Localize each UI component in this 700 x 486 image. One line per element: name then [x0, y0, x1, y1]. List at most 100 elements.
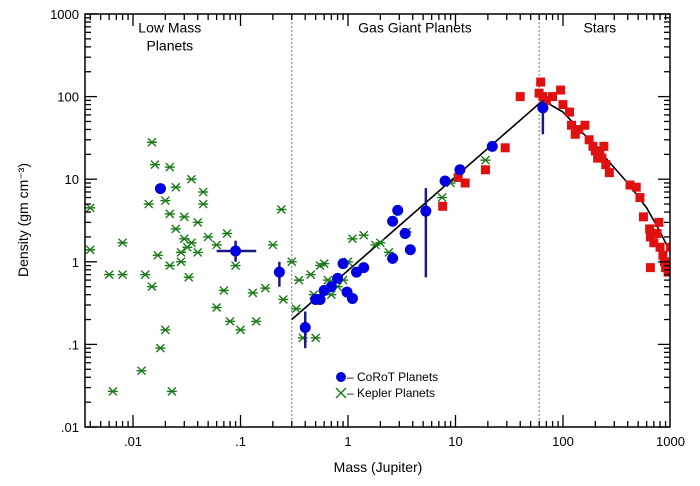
- kepler-point: [149, 160, 160, 170]
- legend-kepler-label: – Kepler Planets: [347, 386, 435, 400]
- plot-frame: [84, 13, 671, 428]
- kepler-point: [293, 275, 304, 285]
- kepler-point: [85, 203, 96, 213]
- x-tick-label: .01: [124, 434, 142, 449]
- region-label: Planets: [146, 37, 193, 53]
- kepler-point: [104, 270, 115, 280]
- corot-point: [332, 272, 344, 284]
- star-point: [601, 160, 611, 170]
- kepler-point: [170, 182, 181, 192]
- kepler-point: [176, 247, 187, 257]
- kepler-point: [230, 261, 241, 271]
- x-tick-label: 100: [552, 434, 574, 449]
- corot-point: [230, 245, 242, 257]
- legend-corot-label: – CoRoT Planets: [347, 370, 438, 384]
- kepler-point: [164, 162, 175, 172]
- kepler-point: [319, 259, 330, 269]
- corot-point: [387, 252, 399, 264]
- kepler-point: [179, 212, 190, 222]
- star-point: [625, 180, 635, 190]
- kepler-point: [155, 343, 166, 353]
- kepler-point: [160, 325, 171, 335]
- star-point: [515, 92, 525, 102]
- star-point: [536, 77, 546, 87]
- y-tick-label: 1: [72, 255, 79, 270]
- kepler-point: [146, 137, 157, 147]
- x-axis-title: Mass (Jupiter): [334, 459, 423, 475]
- x-tick-label: .1: [235, 434, 246, 449]
- star-point: [558, 100, 568, 110]
- corot-point: [404, 244, 416, 256]
- star-point: [460, 178, 470, 188]
- kepler-point: [117, 238, 128, 248]
- star-point: [556, 85, 566, 95]
- legend: – CoRoT Planets – Kepler Planets: [335, 370, 438, 400]
- star-point: [654, 217, 664, 227]
- kepler-point: [186, 238, 197, 248]
- star-point: [580, 120, 590, 130]
- kepler-point: [437, 193, 448, 203]
- kepler-point: [225, 316, 236, 326]
- corot-point: [273, 266, 285, 278]
- kepler-point: [160, 196, 171, 206]
- kepler-point: [143, 199, 154, 209]
- kepler-point: [176, 257, 187, 267]
- corot-point: [537, 102, 549, 114]
- kepler-point: [198, 187, 209, 197]
- kepler-point: [247, 288, 258, 298]
- kepler-point: [192, 247, 203, 257]
- region-label: Stars: [583, 19, 616, 35]
- kepler-point: [375, 238, 386, 248]
- kepler-point: [260, 283, 271, 293]
- kepler-point: [480, 155, 491, 165]
- star-point: [565, 107, 575, 117]
- corot-point: [325, 281, 337, 293]
- corot-point: [346, 292, 358, 304]
- corot-point: [299, 322, 311, 334]
- region-label: Gas Giant Planets: [358, 19, 472, 35]
- kepler-point: [164, 261, 175, 271]
- kepler-point: [117, 270, 128, 280]
- corot-point: [154, 183, 166, 195]
- star-point: [631, 182, 641, 192]
- y-tick-label: .01: [61, 420, 79, 435]
- kepler-point: [235, 325, 246, 335]
- kepler-point: [222, 229, 233, 239]
- kepler-point: [182, 242, 193, 252]
- kepler-point: [291, 304, 302, 314]
- corot-point: [337, 258, 349, 270]
- kepler-point: [146, 282, 157, 292]
- corot-point: [392, 204, 404, 216]
- star-point: [655, 242, 665, 252]
- x-tick-label: 1: [344, 434, 351, 449]
- kepler-point: [267, 240, 278, 250]
- kepler-point: [85, 245, 96, 255]
- kepler-point: [211, 240, 222, 250]
- kepler-point: [358, 230, 369, 240]
- star-point: [658, 250, 668, 260]
- star-point: [666, 242, 670, 252]
- star-point: [604, 168, 614, 178]
- corot-point: [486, 140, 498, 152]
- kepler-point: [183, 272, 194, 282]
- legend-kepler-marker: [335, 387, 347, 399]
- corot-point: [387, 215, 399, 227]
- star-point: [500, 143, 510, 153]
- kepler-point: [152, 250, 163, 260]
- star-point: [453, 172, 463, 182]
- corot-point: [399, 228, 411, 240]
- star-point: [584, 135, 594, 145]
- star-point: [480, 165, 490, 175]
- kepler-point: [198, 199, 209, 209]
- y-tick-label: .1: [68, 337, 79, 352]
- star-point: [570, 129, 580, 139]
- kepler-point: [211, 302, 222, 312]
- kepler-point: [276, 204, 287, 214]
- kepler-point: [170, 224, 181, 234]
- corot-point: [454, 164, 466, 176]
- kepler-point: [347, 234, 358, 244]
- corot-point: [439, 175, 451, 187]
- kepler-point: [305, 270, 316, 280]
- kepler-point: [286, 257, 297, 267]
